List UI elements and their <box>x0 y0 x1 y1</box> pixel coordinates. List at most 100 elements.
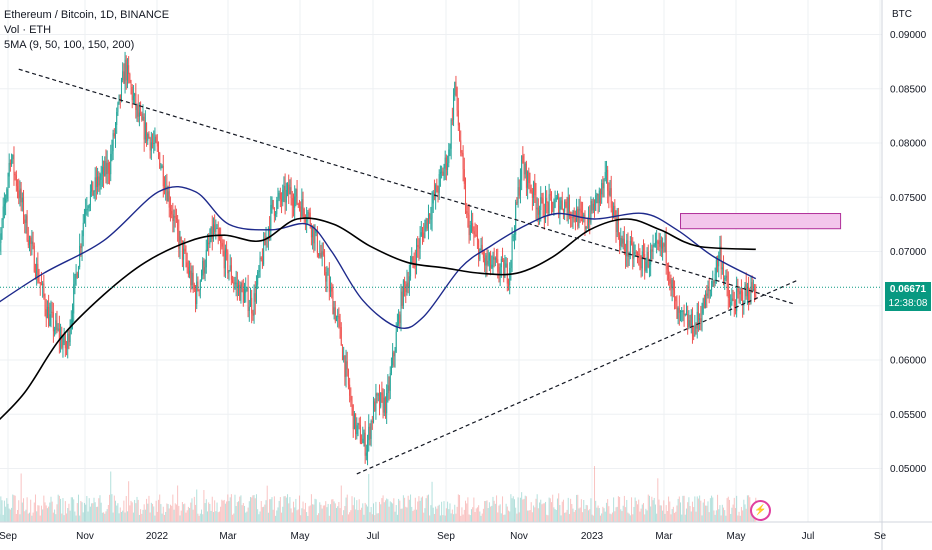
candle-body <box>617 218 619 236</box>
candle-body <box>511 236 513 260</box>
candle-body <box>742 291 744 306</box>
volume-bar <box>43 495 45 522</box>
volume-bar <box>297 509 299 522</box>
candle-body <box>732 298 734 301</box>
candle-body <box>9 162 11 165</box>
candle-body <box>288 184 290 195</box>
candle <box>687 305 689 335</box>
candle <box>192 265 194 294</box>
candle <box>566 196 568 222</box>
candle <box>249 287 251 307</box>
candle-body <box>303 209 305 218</box>
volume-bar <box>553 507 555 522</box>
candle-body <box>364 432 366 456</box>
candle-body <box>734 306 736 312</box>
candle-body <box>401 291 403 306</box>
volume-bar <box>468 514 470 522</box>
candle-body <box>658 243 660 247</box>
volume-bar <box>670 514 672 522</box>
candle <box>475 224 477 237</box>
volume-bar <box>135 503 137 522</box>
volume-bar <box>70 497 72 522</box>
candle-body <box>712 280 714 287</box>
candle <box>552 201 554 213</box>
candle <box>511 227 513 272</box>
volume-indicator-label[interactable]: Vol · ETH <box>4 24 52 36</box>
candle-body <box>733 300 735 307</box>
candle-body <box>626 240 628 257</box>
candle <box>199 279 201 299</box>
volume-bar <box>445 508 447 522</box>
candle <box>49 302 51 327</box>
candle-body <box>235 282 237 284</box>
volume-bar <box>277 507 279 522</box>
events-bolt-icon[interactable]: ⚡ <box>750 500 771 521</box>
candle <box>459 122 461 142</box>
candle-body <box>496 258 498 260</box>
candle <box>476 225 478 249</box>
candle-body <box>141 113 143 121</box>
candle-body <box>373 401 375 422</box>
candle <box>17 179 19 199</box>
candle-body <box>240 283 242 301</box>
candle <box>175 208 177 223</box>
price-tick-label: 0.05000 <box>890 464 927 475</box>
candle <box>521 155 523 191</box>
volume-bar <box>387 499 389 522</box>
volume-bar <box>324 505 326 522</box>
candle-body <box>592 203 594 211</box>
candle <box>32 231 34 250</box>
candle-body <box>25 215 27 223</box>
candle <box>621 235 623 248</box>
candle-body <box>503 259 505 278</box>
candle-body <box>577 208 579 227</box>
candle-body <box>238 284 240 288</box>
candle <box>291 190 293 218</box>
candle-body <box>559 206 561 216</box>
candle <box>211 215 213 251</box>
ma-indicator-label[interactable]: 5MA (9, 50, 100, 150, 200) <box>4 39 135 51</box>
candle <box>607 165 609 204</box>
volume-bar <box>559 505 561 522</box>
volume-bar <box>116 505 118 522</box>
volume-bar <box>609 513 611 522</box>
candle <box>363 429 365 447</box>
volume-bar <box>450 513 452 522</box>
volume-bar <box>279 497 281 522</box>
candle <box>130 79 132 95</box>
volume-bar <box>288 503 290 522</box>
candle-body <box>469 225 471 236</box>
candle-body <box>486 255 488 265</box>
volume-bar <box>555 509 557 522</box>
candle <box>34 263 36 280</box>
volume-bar <box>339 508 341 522</box>
volume-bar <box>141 513 143 522</box>
trendline <box>18 68 793 305</box>
candle <box>321 242 323 267</box>
candle-body <box>611 207 613 218</box>
candle <box>333 300 335 320</box>
candle-body <box>513 234 515 237</box>
volume-bar <box>314 498 316 522</box>
symbol-title[interactable]: Ethereum / Bitcoin, 1D, BINANCE <box>4 9 170 21</box>
candle <box>493 247 495 268</box>
volume-bar <box>469 515 471 522</box>
candle-body <box>589 217 591 223</box>
candle <box>230 257 232 286</box>
candle-body <box>187 266 189 275</box>
candle-body <box>327 274 329 276</box>
candle-body <box>634 252 636 254</box>
candle-body <box>186 262 188 267</box>
candle <box>181 240 183 268</box>
volume-bar <box>400 508 402 522</box>
candle-body <box>128 65 130 74</box>
candle-body <box>17 186 19 191</box>
volume-bar <box>546 514 548 522</box>
candle <box>465 177 467 215</box>
candle <box>715 256 717 284</box>
volume-bar <box>117 503 119 522</box>
volume-bar <box>249 497 251 522</box>
candle <box>726 269 728 297</box>
candle-body <box>365 452 367 456</box>
